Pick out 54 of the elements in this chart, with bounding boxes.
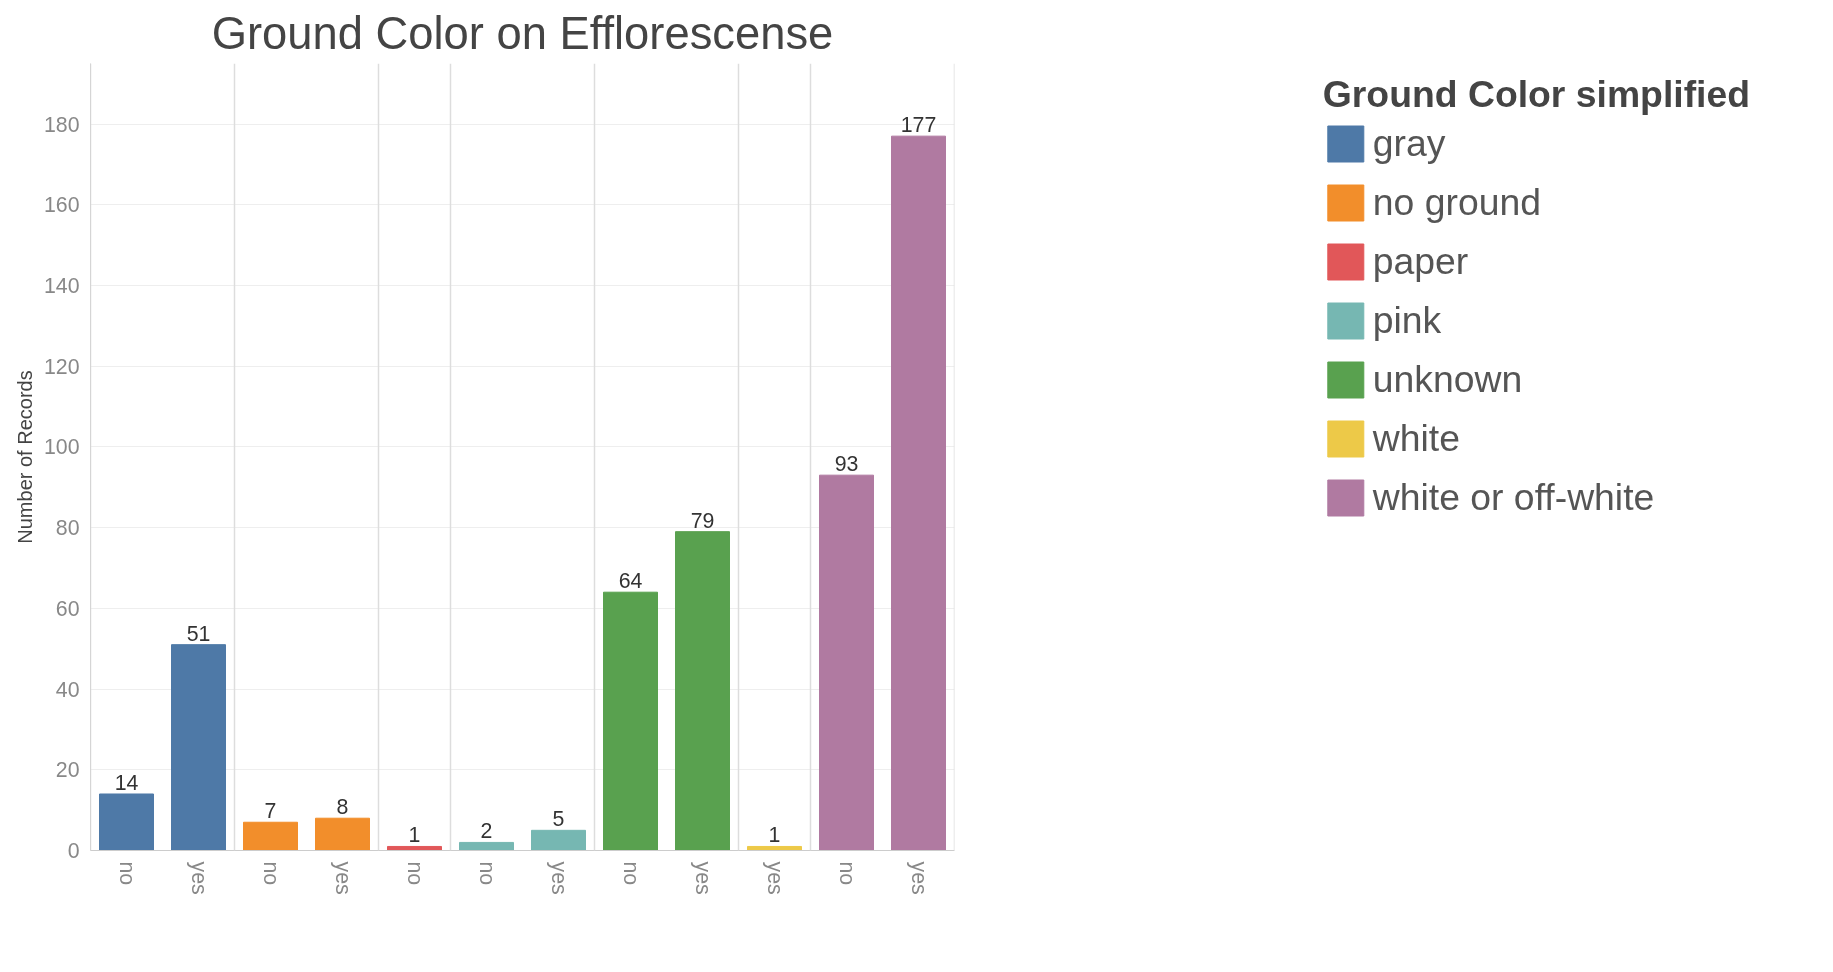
bar: [243, 821, 298, 851]
y-tick-label: 80: [55, 516, 80, 541]
y-axis-title: Number of Records: [13, 370, 36, 544]
data-label: 7: [264, 799, 277, 824]
x-tick-label: yes: [762, 861, 787, 895]
x-tick-label: no: [258, 861, 283, 886]
y-tick-label: 180: [43, 112, 80, 137]
legend-label: unknown: [1372, 358, 1523, 401]
legend-label: no ground: [1372, 181, 1541, 224]
x-tick-label: yes: [330, 861, 355, 895]
bar: [603, 591, 658, 851]
x-tick-label: yes: [186, 861, 211, 895]
bar: [675, 531, 730, 851]
y-tick-label: 140: [43, 273, 80, 298]
data-label: 14: [114, 771, 139, 795]
chart-title: Ground Color on Efflorescense: [211, 7, 834, 59]
data-label: 51: [186, 621, 211, 646]
data-label: 8: [336, 795, 349, 820]
legend-label: pink: [1372, 299, 1442, 342]
data-label: 5: [552, 807, 565, 832]
y-tick-label: 160: [43, 193, 80, 218]
bar: [819, 474, 874, 851]
x-tick-label: no: [474, 861, 499, 886]
data-label: 93: [834, 452, 859, 477]
y-tick-label: 0: [67, 839, 80, 863]
legend-label: paper: [1372, 240, 1469, 283]
x-tick-label: yes: [546, 861, 571, 895]
bar: [459, 841, 514, 851]
x-tick-label: no: [114, 861, 139, 886]
data-label: 79: [690, 508, 715, 533]
y-tick-label: 40: [55, 677, 80, 702]
data-label: 1: [768, 823, 781, 848]
legend-title: Ground Color simplified: [1322, 73, 1750, 116]
y-tick-label: 100: [43, 435, 80, 460]
data-label: 177: [900, 113, 937, 138]
data-label: 64: [618, 569, 643, 594]
data-label: 1: [408, 823, 421, 848]
bar: [891, 135, 946, 851]
legend-label: white: [1372, 417, 1460, 460]
bar: [99, 793, 154, 851]
x-tick-label: yes: [906, 861, 931, 895]
y-tick-label: 60: [55, 596, 80, 621]
legend-label: gray: [1372, 122, 1446, 165]
x-tick-label: no: [402, 861, 427, 886]
data-label: 2: [480, 819, 493, 844]
x-tick-label: yes: [690, 861, 715, 895]
bar: [531, 829, 586, 851]
bar: [315, 817, 370, 851]
legend-label: white or off-white: [1372, 476, 1655, 519]
bar: [171, 644, 226, 851]
x-tick-label: no: [618, 861, 643, 886]
x-tick-label: no: [834, 861, 859, 886]
y-tick-label: 20: [55, 758, 80, 783]
y-tick-label: 120: [43, 354, 80, 379]
